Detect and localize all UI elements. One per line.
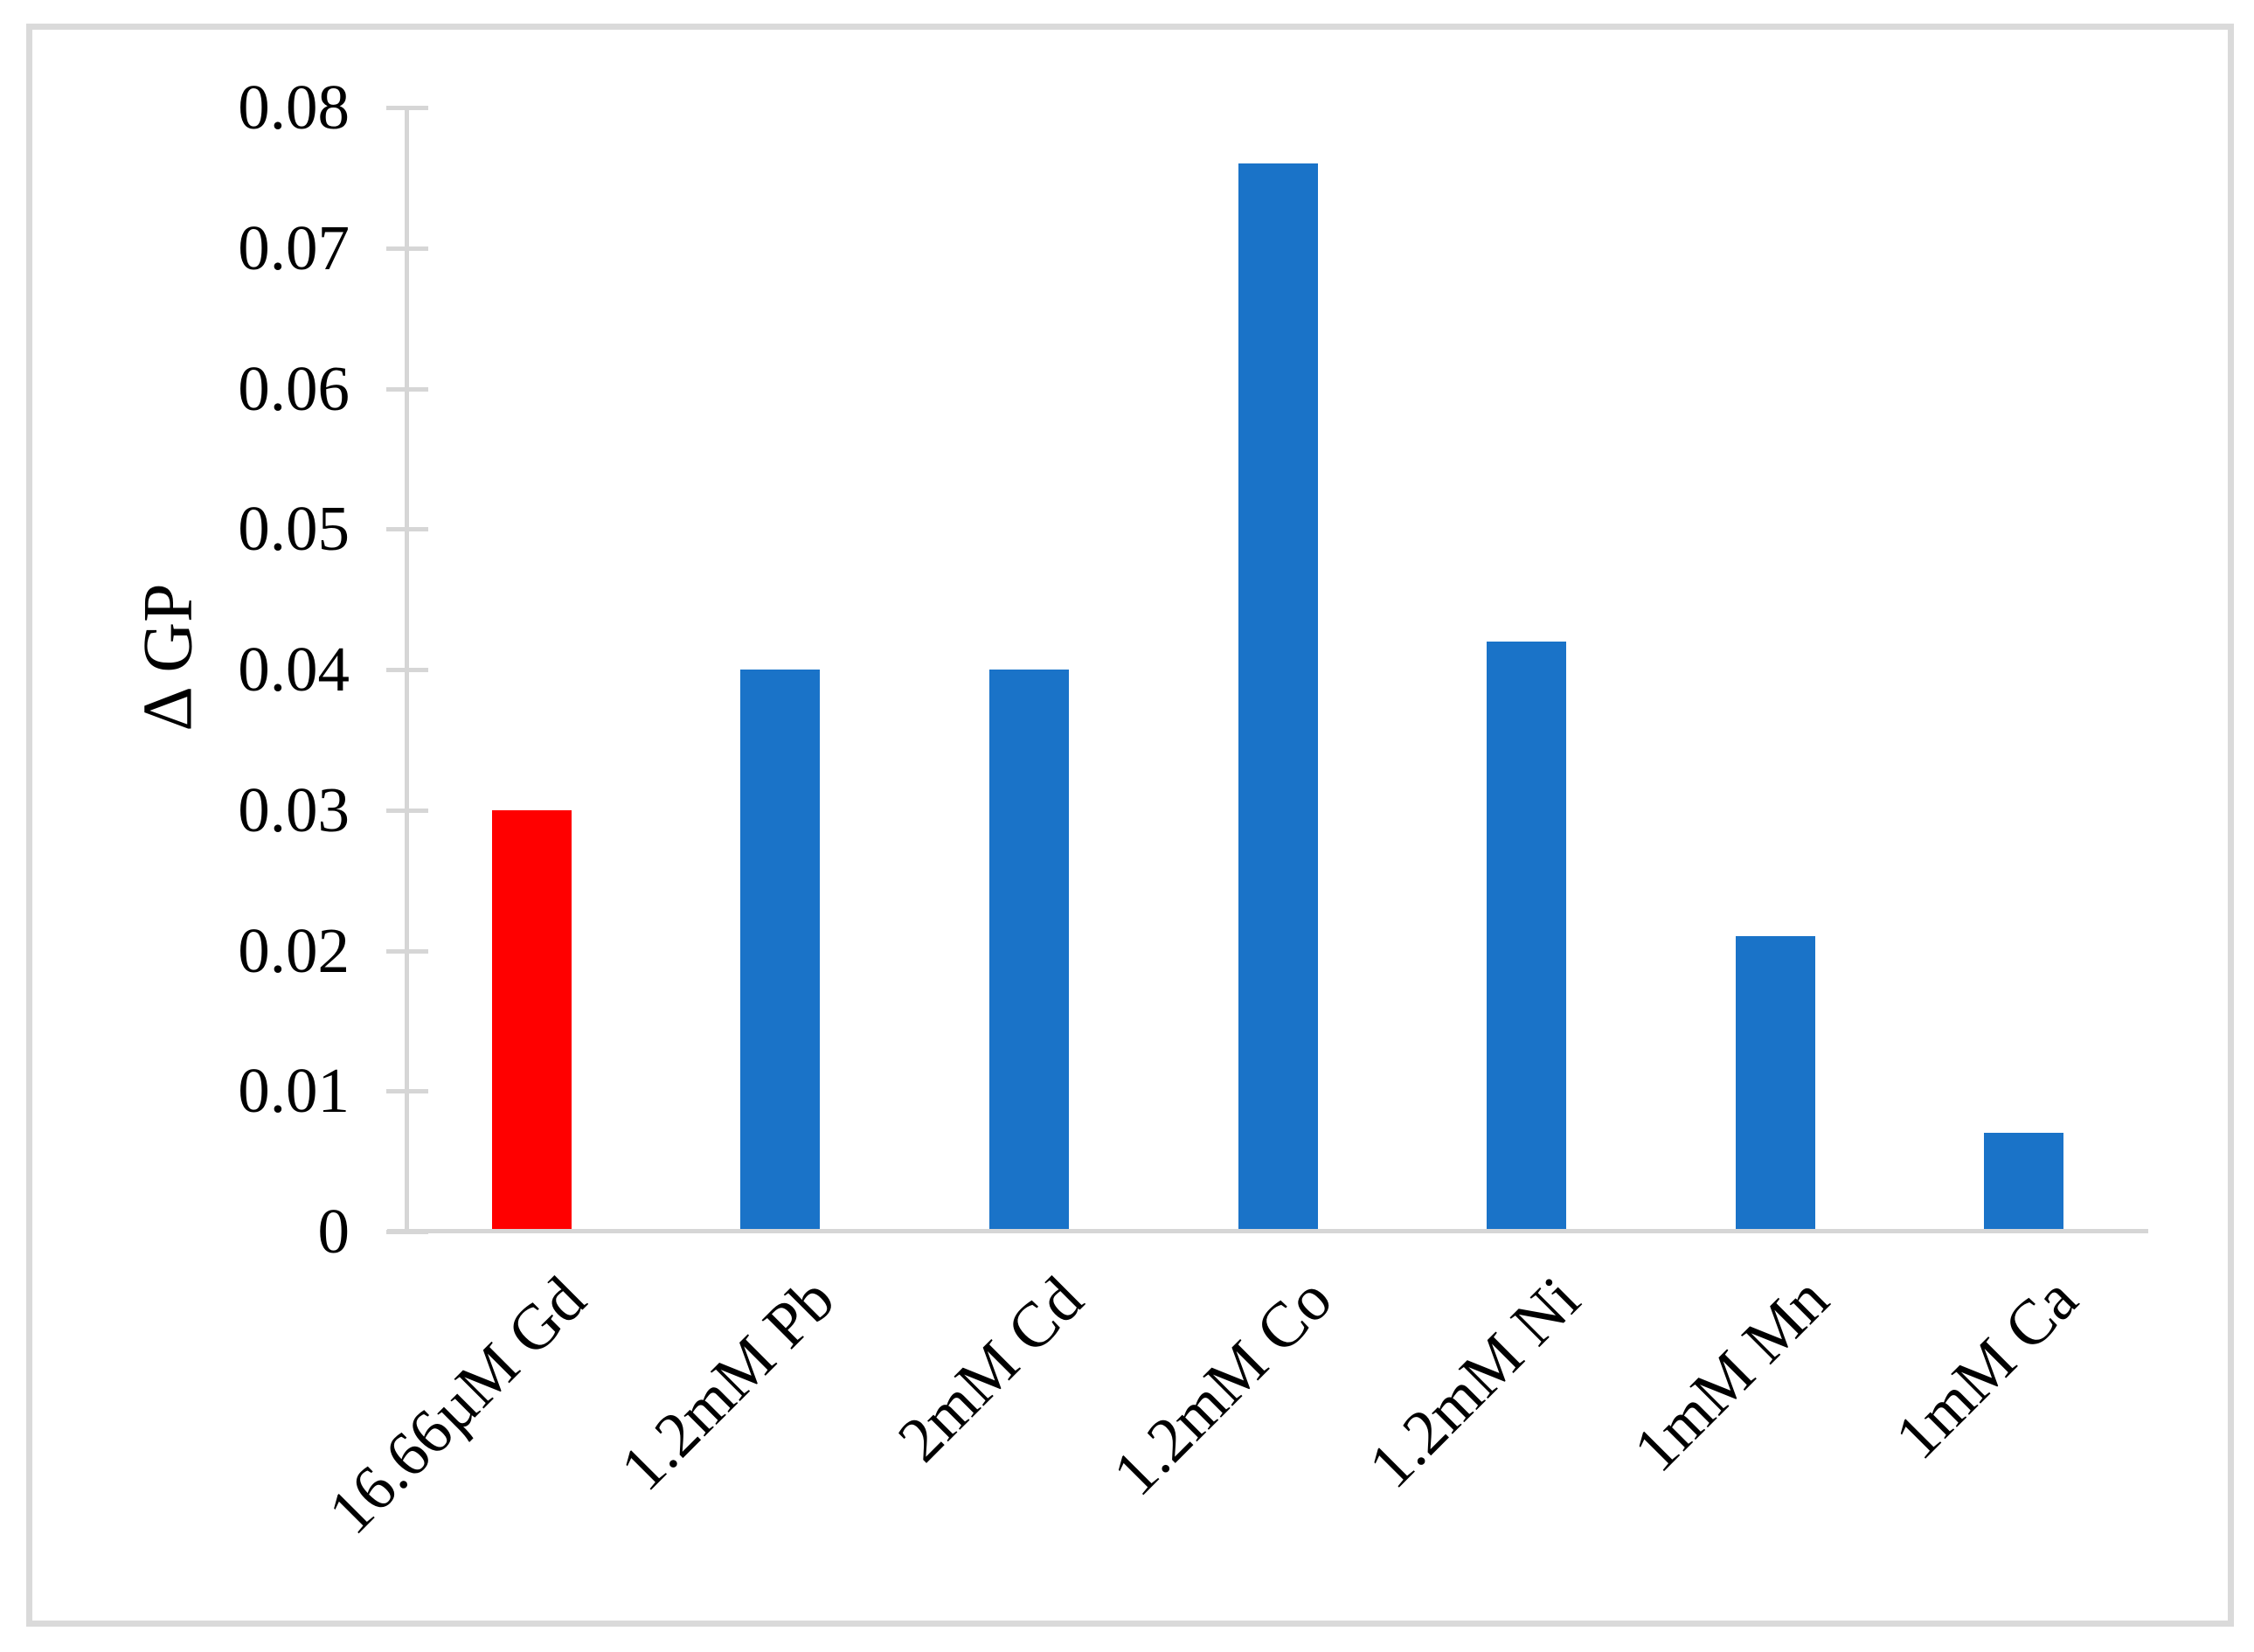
y-axis-tick xyxy=(386,527,428,532)
bar-1mm-ca xyxy=(1984,1133,2064,1229)
bar-1-2mm-co xyxy=(1238,163,1318,1229)
y-axis-tick xyxy=(386,948,428,954)
y-axis-tick xyxy=(386,246,428,251)
bar-1mm-mn xyxy=(1735,936,1815,1229)
y-axis-tick-label: 0.01 xyxy=(238,1055,350,1127)
y-axis-tick xyxy=(386,808,428,813)
y-axis-tick-label: 0.06 xyxy=(238,352,350,424)
y-axis-tick-label: 0.03 xyxy=(238,774,350,845)
figure-border xyxy=(26,24,2234,1627)
bar-2mm-cd xyxy=(988,670,1069,1229)
y-axis-tick-label: 0 xyxy=(317,1196,350,1267)
y-axis-tick-label: 0.08 xyxy=(238,72,350,142)
y-axis-tick-label: 0.02 xyxy=(238,914,350,986)
y-axis-tick xyxy=(386,1089,428,1094)
y-axis-tick-label: 0.05 xyxy=(238,493,350,565)
bar-1-2mm-pb xyxy=(740,670,821,1229)
y-axis-tick xyxy=(386,1230,428,1234)
y-axis-tick-label: 0.04 xyxy=(238,634,350,705)
x-axis-line xyxy=(387,1229,2148,1233)
y-axis-tick xyxy=(386,668,428,672)
y-axis-tick xyxy=(386,386,428,392)
y-axis-tick-label: 0.07 xyxy=(238,212,350,283)
bar-16-66-m-gd xyxy=(491,809,572,1229)
y-axis-tick xyxy=(386,106,428,110)
bar-1-2mm-ni xyxy=(1487,641,1567,1229)
